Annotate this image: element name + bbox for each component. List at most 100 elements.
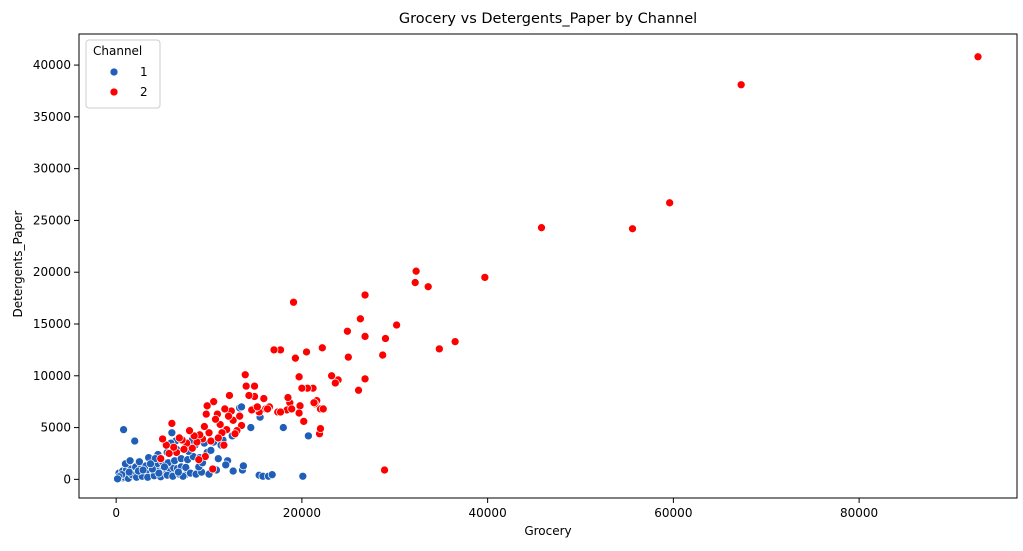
y-tick-label: 25000 — [33, 213, 71, 227]
data-point — [973, 52, 983, 62]
y-tick-label: 5000 — [40, 421, 71, 435]
data-point — [239, 461, 248, 471]
data-point — [204, 428, 214, 438]
y-tick-label: 40000 — [33, 58, 71, 72]
data-point — [225, 391, 234, 400]
data-point — [289, 297, 298, 307]
data-point — [267, 470, 277, 480]
data-point — [237, 402, 246, 412]
data-point — [381, 334, 390, 343]
x-tick-label: 20000 — [283, 506, 321, 520]
data-point — [450, 337, 460, 346]
data-point — [174, 433, 184, 443]
data-point — [206, 436, 216, 446]
data-point — [276, 407, 285, 417]
data-point — [200, 422, 209, 431]
data-point — [130, 436, 140, 446]
data-point — [213, 454, 223, 463]
data-point — [167, 419, 177, 428]
data-point — [411, 266, 421, 276]
data-point — [297, 383, 307, 393]
data-point — [317, 343, 327, 353]
data-point — [318, 404, 328, 414]
series-2-points — [156, 52, 983, 475]
data-point — [327, 371, 336, 381]
series-1-points — [113, 402, 313, 484]
data-point — [209, 397, 219, 407]
data-point — [224, 411, 233, 421]
data-point — [378, 350, 388, 360]
y-tick-label: 30000 — [33, 162, 71, 176]
data-point — [206, 446, 216, 455]
data-point — [252, 402, 262, 412]
data-point — [174, 467, 183, 477]
legend-marker — [109, 87, 119, 97]
data-point — [235, 411, 245, 421]
data-points — [113, 52, 983, 484]
data-point — [302, 347, 311, 357]
data-point — [125, 456, 135, 466]
x-tick-label: 0 — [112, 506, 120, 520]
legend-title: Channel — [93, 44, 142, 58]
data-point — [119, 425, 128, 434]
data-point — [201, 409, 211, 419]
data-point — [156, 454, 166, 463]
data-point — [241, 381, 251, 391]
y-tick-label: 10000 — [33, 369, 71, 383]
data-point — [356, 314, 365, 324]
data-point — [360, 332, 370, 341]
y-tick-label: 20000 — [33, 265, 71, 279]
legend: Channel 1 2 — [85, 39, 161, 109]
data-point — [246, 423, 256, 432]
data-point — [167, 428, 177, 438]
legend-label: 2 — [140, 85, 148, 99]
data-point — [213, 433, 223, 443]
data-point — [113, 474, 122, 484]
data-point — [194, 455, 204, 465]
data-point — [154, 468, 164, 478]
data-point — [220, 404, 230, 414]
data-point — [291, 353, 300, 363]
data-point — [343, 326, 352, 336]
data-point — [665, 198, 675, 208]
legend-box — [85, 39, 161, 109]
legend-marker — [109, 67, 119, 77]
y-tick-label: 35000 — [33, 110, 71, 124]
data-point — [160, 462, 169, 472]
data-point — [124, 467, 134, 477]
data-point — [294, 408, 304, 418]
data-point — [537, 223, 546, 233]
data-point — [185, 426, 194, 436]
data-point — [219, 440, 229, 450]
data-point — [187, 443, 197, 453]
data-point — [392, 320, 401, 330]
data-point — [158, 434, 167, 444]
data-point — [240, 370, 250, 380]
data-point — [221, 460, 231, 470]
data-point — [208, 464, 218, 474]
y-tick-label: 15000 — [33, 317, 71, 331]
data-point — [211, 414, 220, 424]
data-point — [304, 431, 313, 441]
y-tick-label: 0 — [63, 472, 71, 486]
data-point — [146, 459, 155, 469]
plot-frame — [78, 33, 1018, 499]
data-point — [736, 80, 746, 90]
data-point — [423, 282, 433, 292]
y-axis-label: Detergents_Paper — [11, 210, 25, 317]
data-point — [135, 457, 144, 467]
data-point — [309, 398, 319, 408]
data-point — [380, 465, 389, 475]
data-point — [628, 224, 637, 234]
data-point — [360, 290, 370, 300]
data-point — [259, 394, 269, 403]
data-point — [263, 404, 272, 414]
x-tick-label: 80000 — [840, 506, 878, 520]
data-point — [434, 344, 444, 354]
data-point — [269, 345, 279, 355]
data-point — [287, 404, 297, 414]
data-point — [164, 449, 174, 458]
data-point — [295, 401, 305, 411]
